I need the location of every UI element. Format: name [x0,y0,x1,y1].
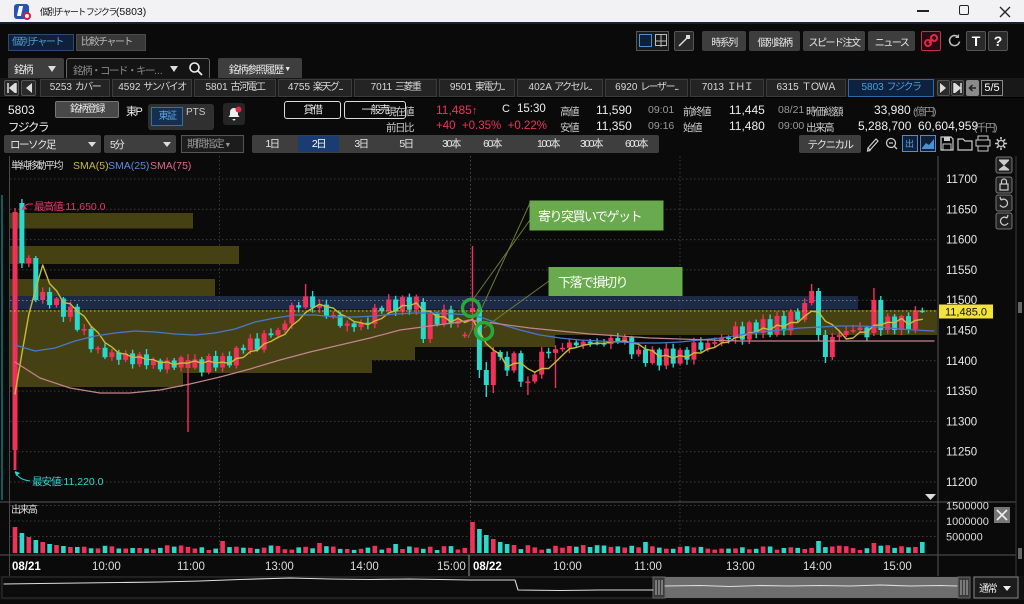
svg-text:14:00: 14:00 [803,561,832,573]
svg-text:11700: 11700 [946,174,977,186]
svg-text:SMA(25): SMA(25) [108,160,149,172]
svg-text:11:00: 11:00 [634,561,662,573]
svg-text:11650: 11650 [946,204,977,216]
svg-text:SMA(5): SMA(5) [73,160,109,172]
svg-text:15:00: 15:00 [883,561,912,573]
svg-text:08/21: 08/21 [12,561,41,573]
svg-text:14:00: 14:00 [350,561,379,573]
svg-text:出: 出 [905,138,914,149]
svg-text:13:00: 13:00 [265,561,294,573]
svg-text:13:00: 13:00 [726,561,755,573]
svg-text:11450: 11450 [946,326,977,338]
svg-text:11250: 11250 [946,447,977,459]
svg-text:1000000: 1000000 [946,516,989,528]
svg-text:11400: 11400 [946,356,977,368]
svg-text:11500: 11500 [946,295,977,307]
svg-text:11200: 11200 [946,477,977,489]
svg-text:11550: 11550 [946,265,977,277]
svg-text:単純移動平均: 単純移動平均 [11,159,63,172]
svg-text:08/22: 08/22 [473,561,502,573]
svg-text:出来高: 出来高 [11,503,38,516]
svg-text:500000: 500000 [946,532,983,544]
svg-text:1500000: 1500000 [946,501,989,513]
svg-text:11:00: 11:00 [177,561,205,573]
svg-text:SMA(75): SMA(75) [150,160,191,172]
svg-text:11600: 11600 [946,235,977,247]
svg-text:最高値:11,650.0: 最高値:11,650.0 [34,200,106,213]
svg-text:11,485.0: 11,485.0 [945,307,987,319]
svg-text:10:00: 10:00 [92,561,121,573]
svg-text:15:00: 15:00 [437,561,466,573]
svg-text:11350: 11350 [946,386,977,398]
svg-text:10:00: 10:00 [553,561,582,573]
svg-text:通常: 通常 [979,582,998,595]
svg-text:11300: 11300 [946,416,977,428]
svg-text:最安値:11,220.0: 最安値:11,220.0 [32,475,104,488]
svg-text:下落で損切り: 下落で損切り [558,275,627,290]
svg-text:寄り突買いでゲット: 寄り突買いでゲット [538,209,641,224]
